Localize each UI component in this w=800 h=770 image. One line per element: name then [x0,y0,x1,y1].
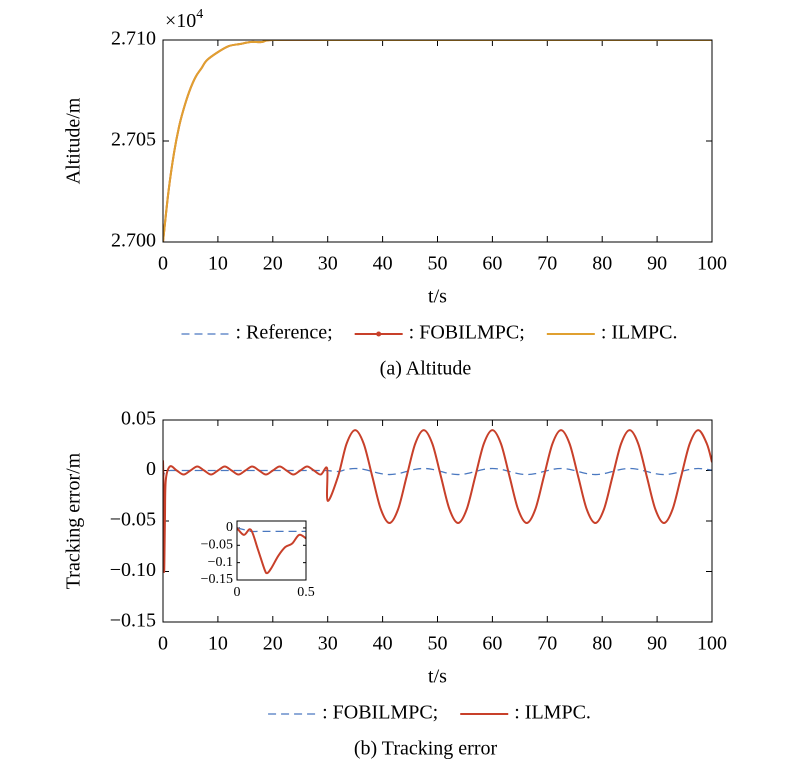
x-tick-label: 0.5 [297,585,315,600]
x-tick-label: 10 [208,253,228,275]
legend-label: : FOBILMPC; [409,322,525,344]
legend-marker [376,331,382,337]
x-tick-label: 70 [537,633,557,655]
plot-area [163,40,712,242]
x-tick-label: 100 [697,633,727,655]
caption: (b) Tracking error [354,738,498,760]
x-tick-label: 40 [373,253,393,275]
y-tick-label: 0 [226,520,233,535]
x-tick-label: 50 [428,253,448,275]
series-line [163,40,712,242]
x-tick-label: 80 [592,253,612,275]
y-tick-label: −0.10 [110,559,156,581]
y-tick-label: 2.710 [111,28,156,50]
multiplier-exponent: 4 [196,7,203,22]
legend: : FOBILMPC; : ILMPC. [268,702,591,724]
y-tick-label: 0.05 [121,408,156,430]
caption: (a) Altitude [380,358,472,380]
x-tick-label: 20 [263,633,283,655]
x-tick-label: 60 [482,253,502,275]
x-tick-label: 40 [373,633,393,655]
series-line [163,429,712,573]
axes-box [236,520,307,581]
legend-label: : FOBILMPC; [322,702,438,724]
x-tick-label: 70 [537,253,557,275]
x-tick-label: 20 [263,253,283,275]
x-axis-label: t/s [428,286,447,308]
legend-label: : ILMPC. [601,322,678,344]
multiplier-base: ×10 [165,10,196,32]
y-axis-label: Altitude/m [63,97,85,184]
x-tick-label: 0 [234,585,241,600]
x-tick-label: 30 [318,253,338,275]
y-tick-label: −0.1 [208,555,233,570]
legend-label: : ILMPC. [514,702,591,724]
x-tick-label: 0 [158,253,168,275]
x-tick-label: 100 [697,253,727,275]
series-line [163,467,712,477]
series-line [237,527,306,533]
x-tick-label: 50 [428,633,448,655]
x-tick-label: 30 [318,633,338,655]
y-tick-label: −0.15 [201,572,233,587]
axes-box [162,419,713,623]
x-tick-label: 10 [208,633,228,655]
series-line [237,527,306,575]
x-tick-label: 60 [482,633,502,655]
y-tick-label: −0.05 [201,538,233,553]
y-axis-label: Tracking error/m [63,452,85,589]
y-tick-label: 2.700 [111,230,156,252]
plot-area [237,521,306,580]
x-tick-label: 80 [592,633,612,655]
x-tick-label: 90 [647,633,667,655]
x-tick-label: 0 [158,633,168,655]
legend: : Reference; : FOBILMPC; : ILMPC. [181,322,678,344]
axes-box [162,39,713,243]
y-tick-label: −0.05 [110,509,156,531]
y-tick-label: 0 [146,458,156,480]
x-axis-label: t/s [428,666,447,688]
x-tick-label: 90 [647,253,667,275]
legend-label: : Reference; [235,322,332,344]
y-tick-label: 2.705 [111,129,156,151]
axis-multiplier: ×104 [165,7,203,31]
y-tick-label: −0.15 [110,610,156,632]
